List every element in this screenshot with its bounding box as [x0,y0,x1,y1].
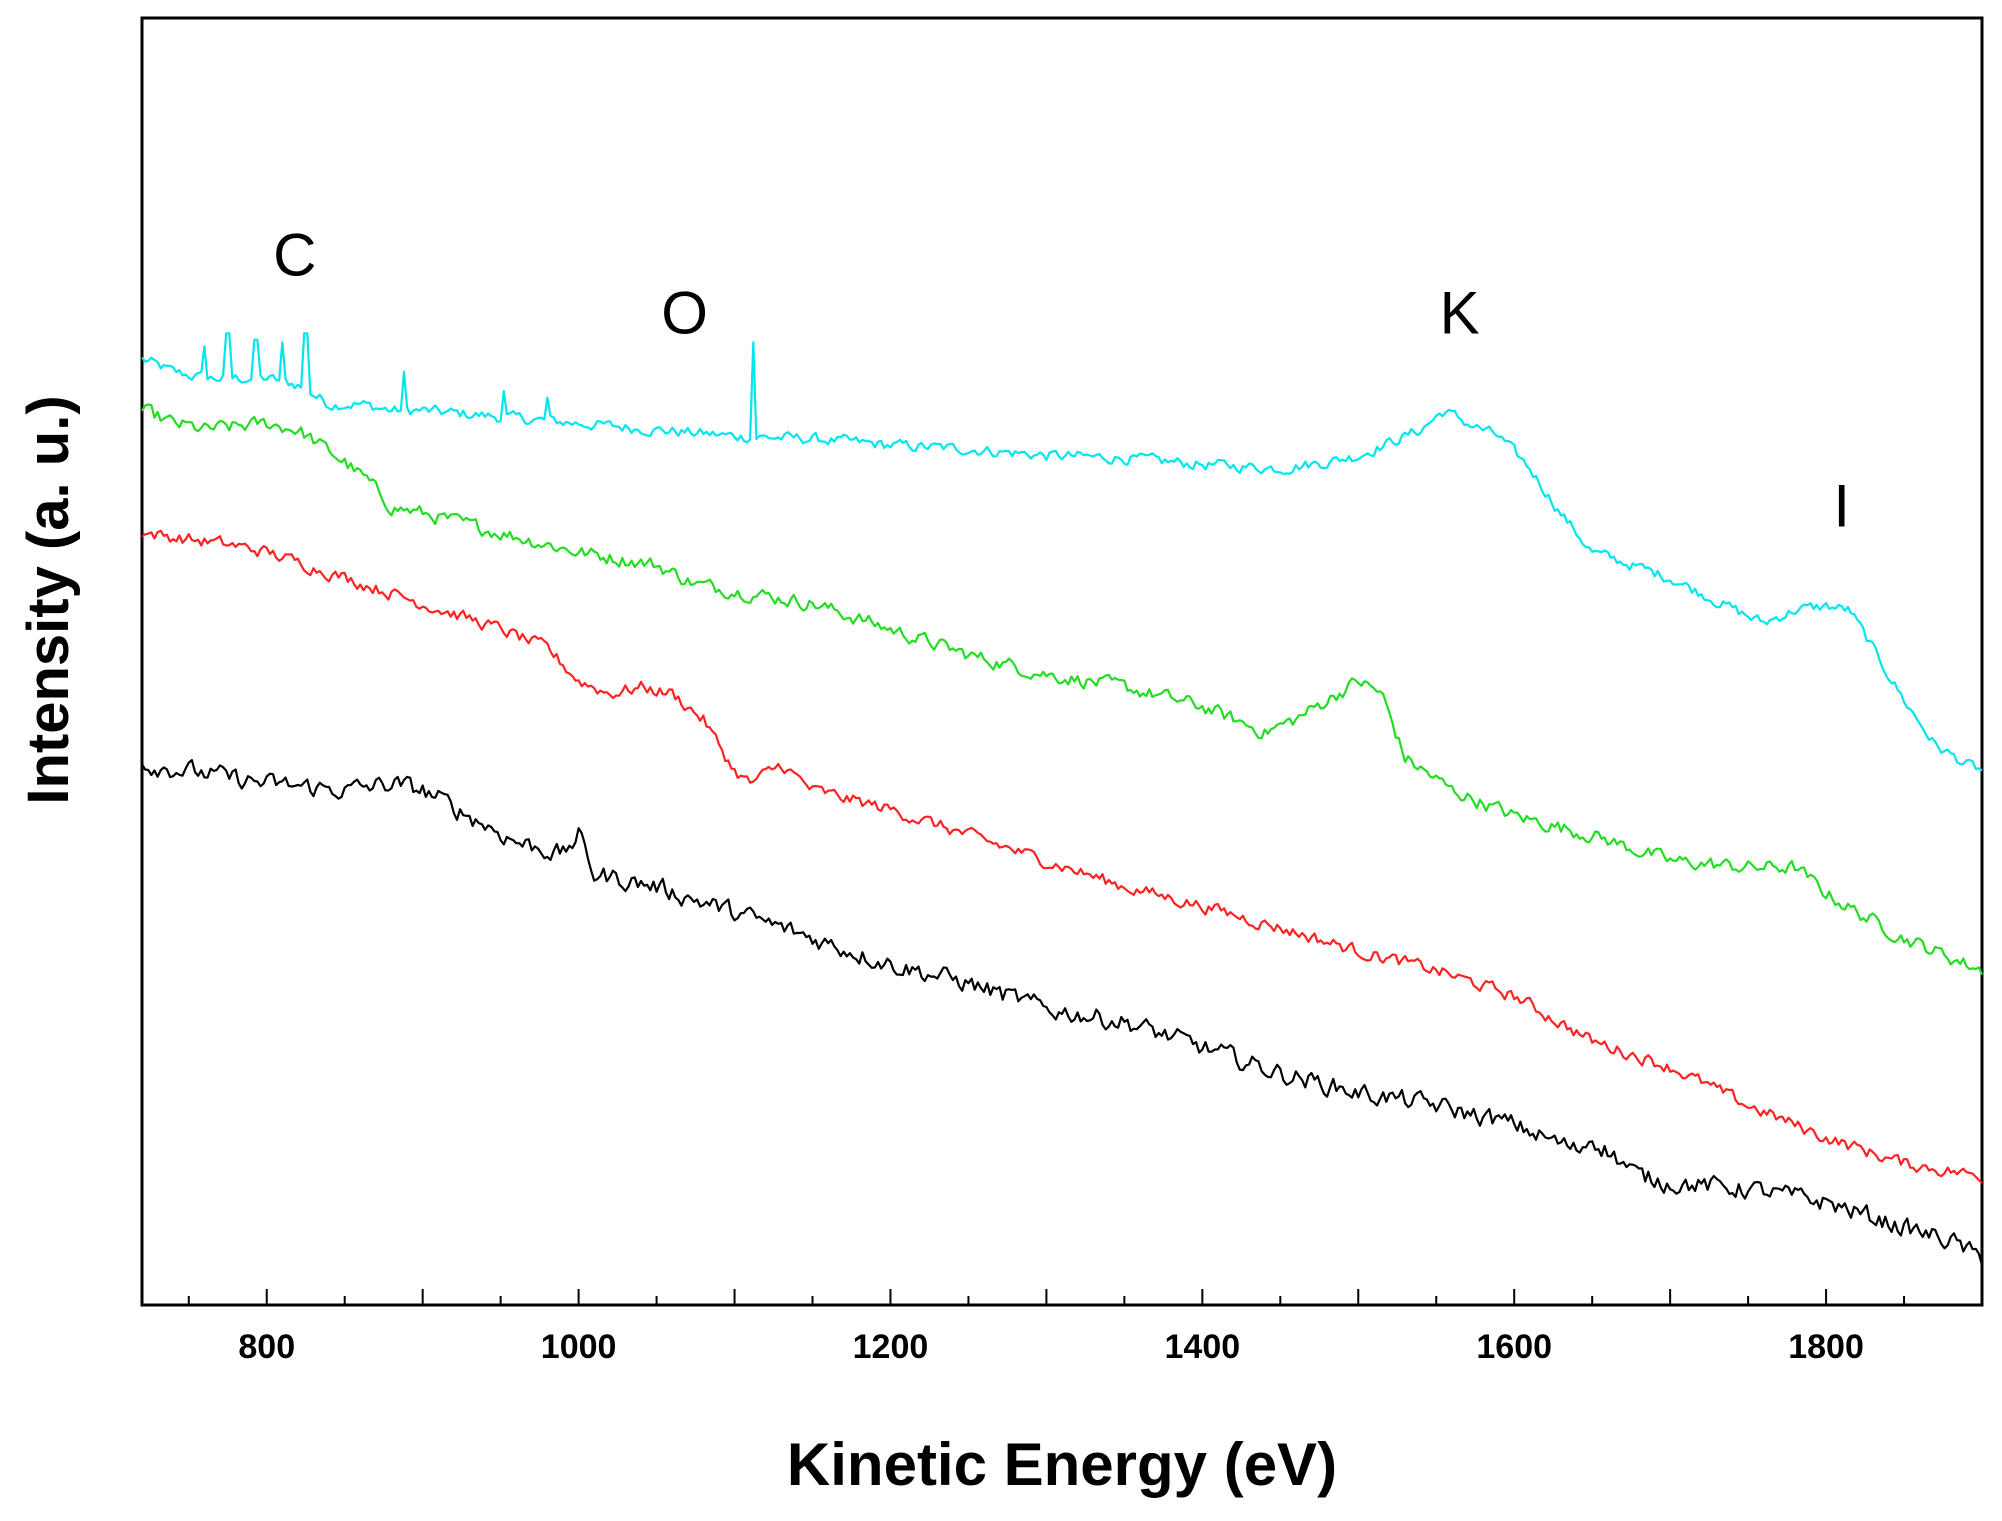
series-line [141,403,1984,976]
series-line [141,332,1983,772]
x-tick-label: 1000 [541,1328,617,1366]
plot-frame [140,16,1984,1307]
peak-label: O [661,279,708,346]
peak-label: I [1833,472,1850,539]
series-line [141,529,1983,1184]
series-line [141,758,1984,1266]
x-tick-label: 1600 [1476,1328,1552,1366]
y-axis-title: Intensity (a. u.) [16,395,81,804]
x-tick-label: 1400 [1165,1328,1241,1366]
x-axis: 800 1000 1200 1400 1600 1800 [187,1289,1983,1366]
series-layer [141,332,1984,1266]
x-axis-title: Kinetic Energy (eV) [787,1431,1337,1498]
x-tick-label: 1800 [1788,1328,1864,1366]
x-tick-label: 800 [238,1328,295,1366]
peak-labels: C O K I [273,221,1850,539]
peak-label: C [273,221,316,288]
x-tick-label: 1200 [853,1328,929,1366]
peak-label: K [1440,279,1480,346]
